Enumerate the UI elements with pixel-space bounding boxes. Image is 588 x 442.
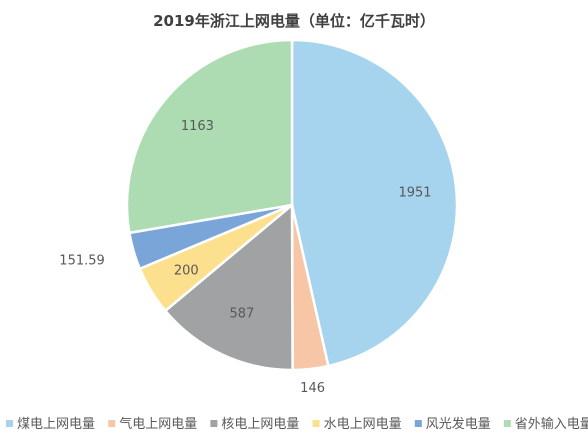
legend-swatch (108, 420, 116, 427)
legend-swatch (503, 420, 511, 427)
legend-item: 风光发电量 (414, 416, 491, 432)
legend-swatch (210, 420, 218, 427)
pie-slice (164, 203, 294, 372)
legend-item: 核电上网电量 (210, 417, 299, 432)
legend-item: 煤电上网电量 (6, 417, 95, 432)
data-label: 146 (300, 381, 325, 396)
pie-slices (125, 38, 459, 372)
data-labels: 1951 146 587 200 151.59 1163 (59, 119, 431, 396)
legend-item: 水电上网电量 (312, 417, 402, 432)
chart-title: 2019年浙江上网电量（单位：亿千瓦时） (153, 12, 435, 30)
legend-label: 煤电上网电量 (17, 417, 95, 432)
pie-slice (290, 38, 459, 368)
legend-item: 省外输入电量 (503, 416, 588, 432)
legend-label: 水电上网电量 (324, 417, 402, 432)
legend-swatch (6, 420, 13, 427)
legend-label: 风光发电量 (426, 416, 491, 432)
legend: 煤电上网电量 气电上网电量 核电上网电量 水电上网电量 风光发电量 省外输入电量 (6, 416, 588, 432)
legend-swatch (414, 420, 422, 427)
data-label: 200 (174, 263, 199, 278)
legend-label: 核电上网电量 (221, 417, 299, 432)
data-label: 587 (229, 307, 254, 322)
pie-slice (125, 38, 294, 235)
legend-item: 气电上网电量 (108, 416, 197, 432)
legend-swatch (312, 420, 320, 427)
legend-label: 省外输入电量 (515, 416, 588, 432)
legend-label: 气电上网电量 (119, 416, 197, 432)
data-label: 1163 (181, 119, 214, 134)
data-label: 151.59 (59, 254, 105, 269)
data-label: 1951 (398, 185, 431, 200)
